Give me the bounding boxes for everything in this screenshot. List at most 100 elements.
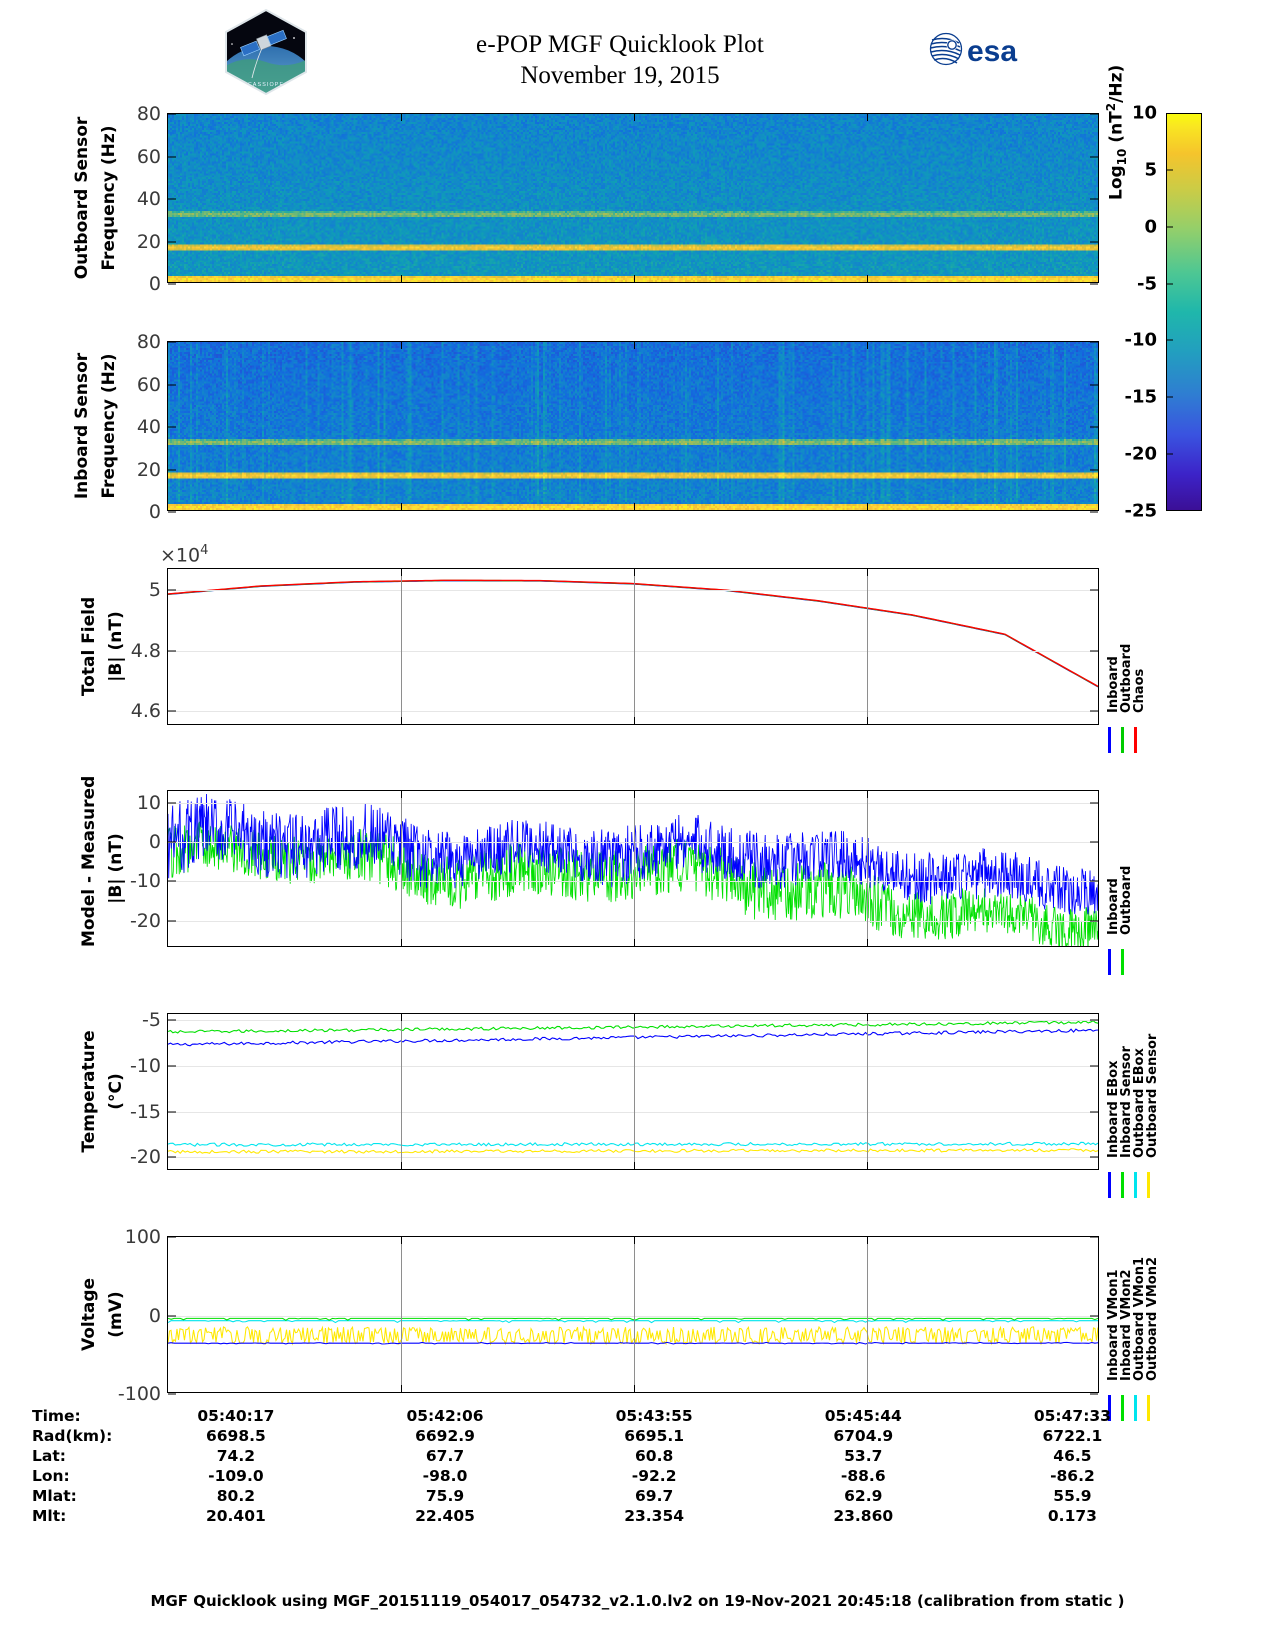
- residual-ylabel: Model - Measured: [79, 775, 99, 947]
- gridline: [168, 1066, 1098, 1068]
- colorbar-gradient: [1166, 113, 1202, 511]
- legend-swatch: [1134, 727, 1137, 753]
- temperature-legend: Inboard EBox Inboard Sensor Outboard EBox O…: [1104, 1013, 1164, 1198]
- y-tick-mark: [168, 650, 176, 652]
- table-row-label: Lat:: [32, 1447, 66, 1465]
- x-gridline: [634, 1014, 635, 1169]
- legend-swatch: [1147, 1395, 1150, 1421]
- inboard-spectrogram-ylabel: Inboard Sensor: [72, 352, 92, 500]
- y-tick-mark: [1090, 1019, 1098, 1021]
- table-cell: 23.860: [833, 1507, 894, 1525]
- table-cell: 0.173: [1047, 1507, 1097, 1525]
- y-tick-mark: [1090, 802, 1098, 804]
- inboard-spectrogram-ylabel2: Frequency (Hz): [99, 353, 119, 499]
- esa-logo-icon: esa: [929, 32, 1017, 68]
- page-header: CASSIOPE e-POP MGF Quicklook Plot Novemb…: [0, 0, 1275, 105]
- legend-swatch: [1134, 1172, 1137, 1198]
- y-tick-mark: [168, 1156, 176, 1158]
- y-tick-label: 100: [124, 1226, 161, 1248]
- y-tick-label: -10: [129, 870, 161, 893]
- y-tick-mark: [168, 1236, 176, 1238]
- x-tick-mark: [634, 1162, 635, 1169]
- colorbar: 10 5 0 -5 -10 -15 -20 -25: [1124, 103, 1202, 522]
- table-row-label: Mlat:: [32, 1487, 77, 1505]
- table-cell: 75.9: [425, 1487, 465, 1505]
- y-tick-label: -100: [117, 1383, 161, 1405]
- page-title: e-POP MGF Quicklook Plot: [476, 31, 764, 58]
- colorbar-tick-label: -15: [1124, 386, 1157, 408]
- legend-swatch: [1108, 949, 1111, 975]
- x-tick-mark: [867, 1237, 868, 1244]
- x-tick-mark: [634, 717, 635, 724]
- page-subtitle: November 19, 2015: [520, 62, 720, 89]
- temperature-outboard-ebox: [168, 1141, 1098, 1147]
- x-tick-mark: [401, 503, 402, 510]
- y-tick-label: -20: [129, 909, 161, 932]
- colorbar-tick-label: -25: [1124, 500, 1157, 522]
- x-gridline: [867, 791, 868, 946]
- total-field-chaos: [168, 579, 1098, 687]
- x-gridline: [867, 1237, 868, 1392]
- x-tick-mark: [401, 939, 402, 946]
- temperature-inboard-sensor: [168, 1020, 1098, 1034]
- gridline: [168, 1315, 1098, 1317]
- table-cell: 74.2: [216, 1447, 256, 1465]
- x-tick-mark: [401, 275, 402, 282]
- x-tick-mark: [867, 939, 868, 946]
- y-tick-label: 20: [136, 230, 161, 253]
- y-tick-mark: [1090, 920, 1098, 922]
- table-row-label: Time:: [32, 1407, 81, 1425]
- table-cell: 6698.5: [205, 1427, 266, 1445]
- y-tick-mark: [168, 1393, 176, 1395]
- x-gridline: [634, 1237, 635, 1392]
- table-row-label: Lon:: [32, 1467, 70, 1485]
- x-tick-mark: [634, 1237, 635, 1244]
- y-tick-mark: [168, 1019, 176, 1021]
- y-tick-mark: [1090, 511, 1098, 513]
- y-tick-label: -15: [129, 1100, 161, 1123]
- y-tick-label: 60: [136, 373, 161, 396]
- table-row: Mlt: 20.401 22.405 23.354 23.860 0.173: [32, 1506, 1177, 1526]
- y-tick-mark: [1090, 650, 1098, 652]
- colorbar-tick-mark: [1166, 226, 1173, 228]
- y-tick-mark: [1090, 1111, 1098, 1113]
- legend-label: Outboard: [1119, 865, 1134, 935]
- table-cell: 20.401: [205, 1507, 266, 1525]
- temperature-ylabel2: (°C): [106, 1073, 126, 1110]
- x-tick-mark: [634, 342, 635, 349]
- table-cell: -88.6: [840, 1467, 886, 1485]
- residual-axes: 10 0 -10 -20: [130, 790, 1099, 947]
- y-tick-label: 4.6: [130, 699, 161, 722]
- gridline: [168, 920, 1098, 922]
- voltage-traces: [168, 1317, 1098, 1346]
- colorbar-tick-label: 10: [1131, 102, 1157, 124]
- y-tick-mark: [168, 511, 176, 513]
- residual-outboard: [168, 821, 1098, 946]
- table-row: Lat: 74.2 67.7 60.8 53.7 46.5: [32, 1446, 1177, 1466]
- x-gridline: [401, 569, 402, 724]
- table-cell: 05:42:06: [406, 1407, 484, 1425]
- voltage-axes: 100 0 -100: [118, 1226, 1099, 1405]
- y-tick-mark: [168, 841, 176, 843]
- y-tick-label: 4.8: [130, 639, 161, 662]
- x-tick-mark: [634, 569, 635, 576]
- y-tick-mark: [168, 113, 176, 115]
- temperature-inboard-ebox: [168, 1028, 1098, 1047]
- x-tick-mark: [401, 114, 402, 121]
- table-cell: 22.405: [415, 1507, 475, 1525]
- x-gridline: [634, 791, 635, 946]
- voltage-inboard-vmon1: [168, 1341, 1098, 1345]
- y-tick-mark: [168, 589, 176, 591]
- x-gridline: [401, 791, 402, 946]
- y-tick-mark: [1090, 341, 1098, 343]
- y-tick-label: 80: [136, 331, 161, 353]
- x-tick-mark: [634, 503, 635, 510]
- outboard-spectrogram-image: [168, 114, 1098, 282]
- colorbar-tick-label: -5: [1137, 273, 1157, 295]
- y-tick-mark: [1090, 426, 1098, 428]
- voltage-ylabel: Voltage: [79, 1277, 99, 1352]
- y-tick-mark: [168, 1065, 176, 1067]
- table-cell: -98.0: [422, 1467, 468, 1485]
- x-tick-mark: [867, 114, 868, 121]
- y-tick-mark: [1090, 283, 1098, 285]
